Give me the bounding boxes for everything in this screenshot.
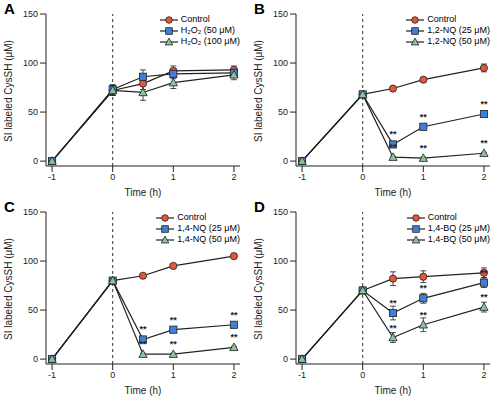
svg-text:100: 100 — [273, 58, 288, 68]
svg-text:2: 2 — [231, 172, 236, 182]
svg-text:100: 100 — [23, 58, 38, 68]
svg-text:2: 2 — [481, 172, 486, 182]
svg-text:100: 100 — [23, 256, 38, 266]
svg-text:0: 0 — [33, 354, 38, 364]
html-text:1,2-NQ (50 μM): 1,2-NQ (50 μM) — [427, 36, 490, 46]
svg-text:150: 150 — [273, 207, 288, 217]
html-text:H₂O₂ (50 μM): H₂O₂ (50 μM) — [180, 25, 235, 35]
svg-text:**: ** — [420, 283, 428, 293]
html-text:D: D — [254, 198, 265, 215]
svg-text:SI labeled CysSH (μM): SI labeled CysSH (μM) — [253, 40, 264, 142]
svg-text:**: ** — [139, 324, 147, 334]
svg-text:50: 50 — [278, 305, 288, 315]
svg-text:**: ** — [170, 339, 178, 349]
svg-text:-1: -1 — [298, 370, 306, 380]
svg-text:**: ** — [389, 129, 397, 139]
svg-text:150: 150 — [23, 9, 38, 19]
html-text:1,4-BQ (50 μM): 1,4-BQ (50 μM) — [427, 234, 490, 244]
svg-text:**: ** — [170, 315, 178, 325]
svg-text:Time (h): Time (h) — [375, 385, 412, 396]
svg-text:1: 1 — [421, 172, 426, 182]
svg-text:SI labeled CysSH (μM): SI labeled CysSH (μM) — [253, 238, 264, 340]
svg-text:Time (h): Time (h) — [125, 187, 162, 198]
html-text:H₂O₂ (100 μM): H₂O₂ (100 μM) — [180, 36, 240, 46]
svg-text:2: 2 — [481, 370, 486, 380]
svg-text:**: ** — [230, 332, 238, 342]
svg-text:**: ** — [480, 268, 488, 278]
svg-text:50: 50 — [28, 305, 38, 315]
svg-text:1: 1 — [421, 370, 426, 380]
svg-text:0: 0 — [110, 370, 115, 380]
svg-text:**: ** — [420, 310, 428, 320]
svg-text:0: 0 — [283, 354, 288, 364]
html-text:Control: Control — [180, 14, 210, 24]
svg-text:1: 1 — [171, 172, 176, 182]
svg-text:**: ** — [139, 339, 147, 349]
svg-text:0: 0 — [360, 172, 365, 182]
svg-text:SI labeled CysSH (μM): SI labeled CysSH (μM) — [8, 238, 14, 340]
svg-text:0: 0 — [283, 156, 288, 166]
svg-text:**: ** — [480, 138, 488, 148]
svg-text:100: 100 — [273, 256, 288, 266]
html-text:Control: Control — [427, 212, 457, 222]
svg-text:0: 0 — [110, 172, 115, 182]
svg-text:150: 150 — [273, 9, 288, 19]
svg-text:2: 2 — [231, 370, 236, 380]
html-text:C: C — [4, 198, 15, 215]
svg-text:**: ** — [420, 112, 428, 122]
svg-text:**: ** — [389, 298, 397, 308]
svg-text:50: 50 — [28, 107, 38, 117]
html-text:A: A — [4, 0, 15, 17]
html-text:B: B — [254, 0, 265, 17]
svg-text:Time (h): Time (h) — [125, 385, 162, 396]
svg-text:-1: -1 — [298, 172, 306, 182]
html-text:1,4-NQ (50 μM): 1,4-NQ (50 μM) — [177, 234, 240, 244]
svg-text:-1: -1 — [48, 172, 56, 182]
svg-text:-1: -1 — [48, 370, 56, 380]
html-text:1,2-NQ (25 μM): 1,2-NQ (25 μM) — [427, 25, 490, 35]
svg-text:**: ** — [480, 292, 488, 302]
svg-text:Time (h): Time (h) — [375, 187, 412, 198]
svg-text:50: 50 — [278, 107, 288, 117]
svg-text:0: 0 — [33, 156, 38, 166]
html-text:Control: Control — [427, 14, 457, 24]
svg-text:1: 1 — [171, 370, 176, 380]
svg-text:150: 150 — [23, 207, 38, 217]
svg-text:**: ** — [420, 143, 428, 153]
svg-text:**: ** — [389, 323, 397, 333]
svg-text:**: ** — [389, 142, 397, 152]
html-text:1,4-BQ (25 μM): 1,4-BQ (25 μM) — [427, 223, 490, 233]
svg-text:SI labeled CysSH (μM): SI labeled CysSH (μM) — [8, 40, 14, 142]
html-text:Control: Control — [177, 212, 207, 222]
svg-text:0: 0 — [360, 370, 365, 380]
svg-text:**: ** — [230, 310, 238, 320]
svg-text:**: ** — [480, 99, 488, 109]
html-text:1,4-NQ (25 μM): 1,4-NQ (25 μM) — [177, 223, 240, 233]
